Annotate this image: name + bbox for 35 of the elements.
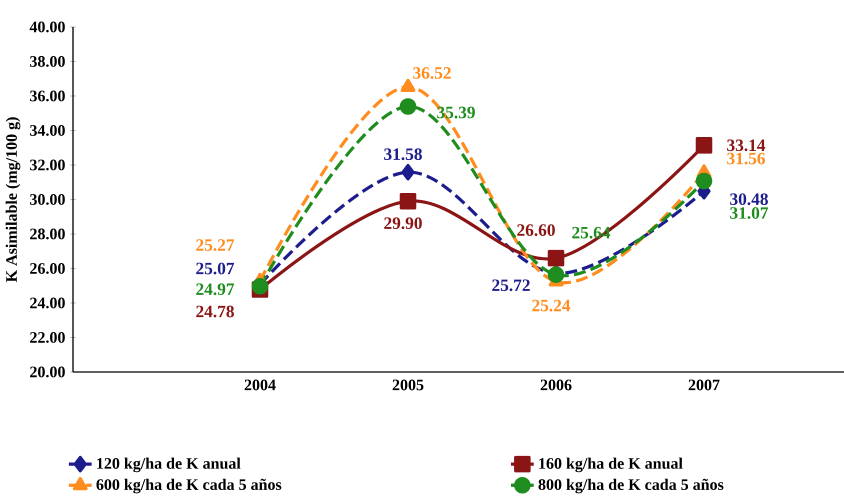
data-label: 30.48 xyxy=(730,193,768,206)
legend-label: 600 kg/ha de K cada 5 años xyxy=(96,478,282,494)
legend-label: 160 kg/ha de K anual xyxy=(539,458,683,472)
data-label: 24.97 xyxy=(196,283,234,296)
y-axis-title: K Asimilable (mg/100 g) xyxy=(6,117,20,282)
y-tick-label: 38.00 xyxy=(30,56,65,67)
y-tick-label: 36.00 xyxy=(30,90,65,102)
data-label: 26.60 xyxy=(517,224,555,236)
y-tick-label: 30.00 xyxy=(30,194,65,205)
y-tick-label: 28.00 xyxy=(30,228,65,240)
data-label: 25.27 xyxy=(196,239,234,251)
x-tick-label: 2005 xyxy=(392,380,424,390)
data-label: 33.14 xyxy=(727,139,766,152)
data-label: 25.07 xyxy=(196,262,234,274)
data-label: 25.24 xyxy=(532,300,570,312)
y-tick-label: 40.00 xyxy=(30,22,65,32)
y-tick-label: 22.00 xyxy=(30,332,65,343)
data-label: 24.78 xyxy=(196,306,234,318)
legend-label: 120 kg/ha de K anual xyxy=(97,458,241,472)
y-tick-label: 26.00 xyxy=(30,263,65,274)
data-label: 31.07 xyxy=(730,207,768,219)
y-tick-label: 34.00 xyxy=(30,125,65,136)
x-tick-label: 2006 xyxy=(540,380,572,390)
data-label: 35.39 xyxy=(437,106,475,118)
data-label: 25.72 xyxy=(492,279,530,292)
data-label: 31.58 xyxy=(384,148,422,160)
x-tick-label: 2004 xyxy=(244,380,276,390)
data-label: 36.52 xyxy=(413,67,451,79)
data-label: 31.56 xyxy=(727,152,765,164)
y-tick-label: 24.00 xyxy=(30,298,65,308)
x-tick-label: 2007 xyxy=(688,380,720,390)
y-tick-label: 32.00 xyxy=(30,160,65,170)
legend-label: 800 kg/ha de K cada 5 años xyxy=(538,478,724,494)
y-tick-label: 20.00 xyxy=(30,366,65,378)
data-label: 29.90 xyxy=(384,217,422,230)
